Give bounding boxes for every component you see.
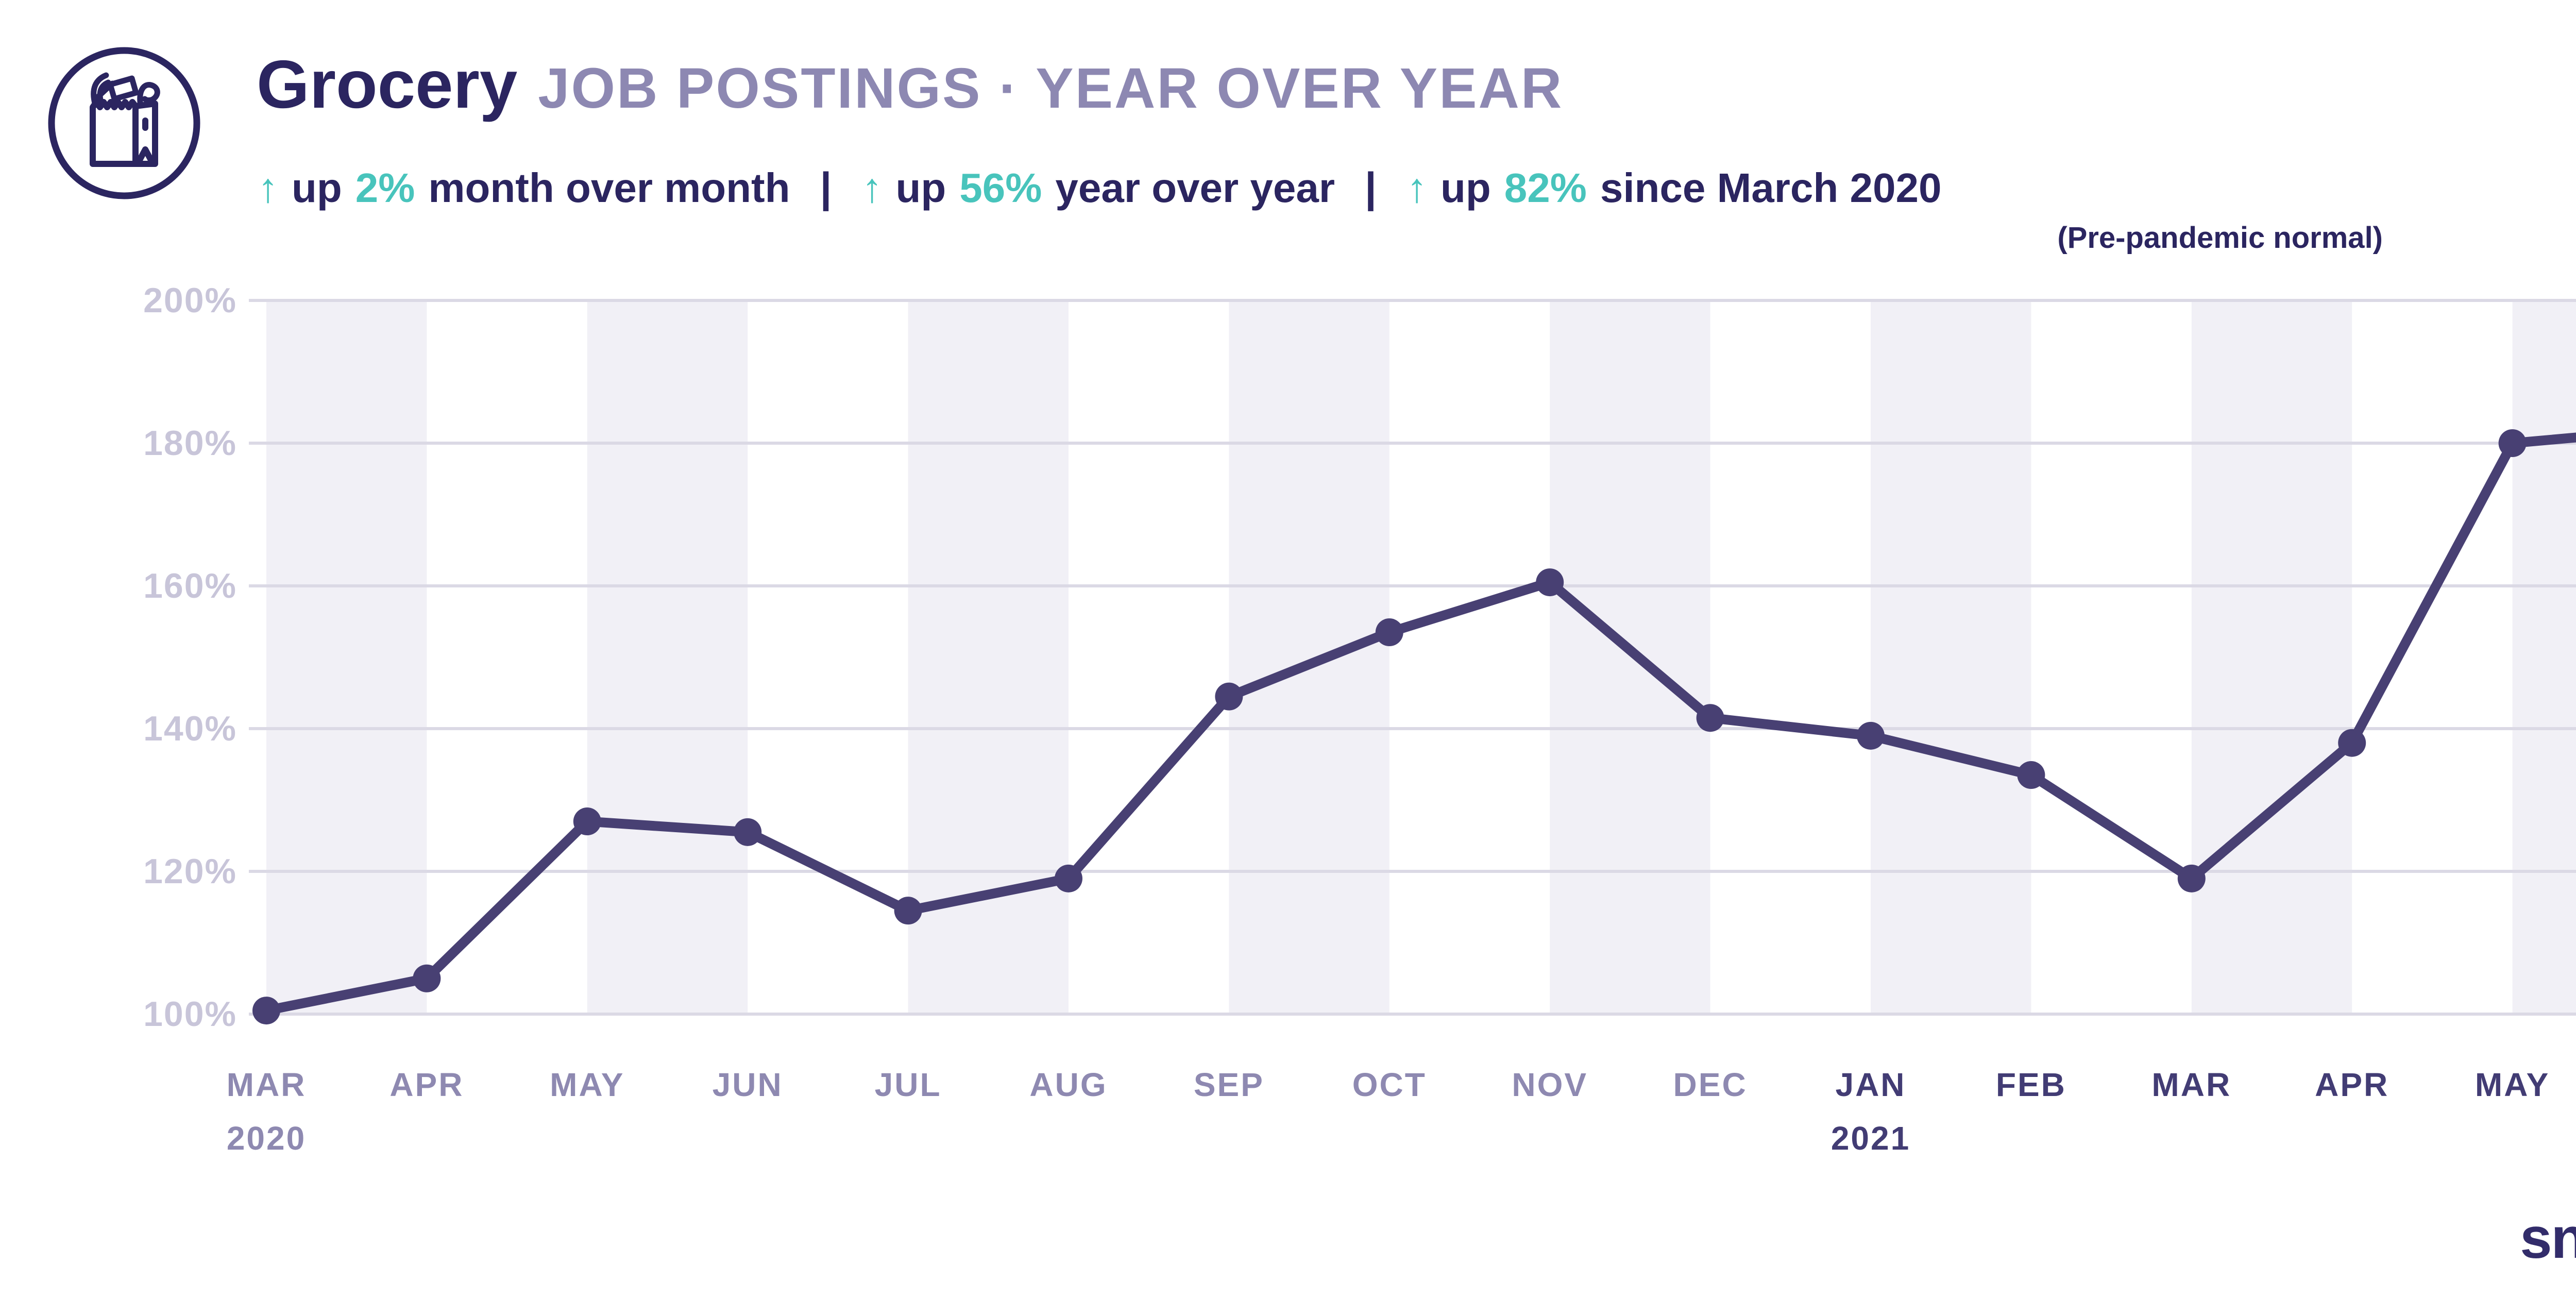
chart-point-JUN-125.5 xyxy=(734,818,762,846)
x-axis-month-label: MAY xyxy=(550,1066,625,1103)
background-band xyxy=(2512,300,2576,1014)
x-axis-month-label: SEP xyxy=(1193,1066,1264,1103)
x-axis-month-label: JUN xyxy=(712,1066,783,1103)
stat-prefix: up xyxy=(895,165,946,211)
page-title: Grocery JOB POSTINGS · YEAR OVER YEAR xyxy=(257,45,1563,123)
x-axis-month-label: NOV xyxy=(1512,1066,1588,1103)
stat-suffix: month over month xyxy=(428,165,790,211)
line-chart xyxy=(249,299,2576,1025)
heading-subtitle: JOB POSTINGS · YEAR OVER YEAR xyxy=(538,57,1564,120)
stat-year-over-year: ↑ up 56% year over year xyxy=(862,164,1335,212)
chart-point-DEC-141.5 xyxy=(1696,704,1724,732)
stat-suffix: year over year xyxy=(1055,165,1335,211)
up-arrow-icon: ↑ xyxy=(861,165,883,211)
up-arrow-icon: ↑ xyxy=(258,165,278,211)
chart-point-NOV-160.5 xyxy=(1536,568,1564,597)
pre-pandemic-note: (Pre-pandemic normal) xyxy=(2057,221,2383,255)
y-axis-tick-label: 100% xyxy=(143,995,237,1034)
stats-row: ↑ up 2% month over month | ↑ up 56% year… xyxy=(258,164,1941,212)
background-band xyxy=(2191,300,2352,1014)
chart-point-APR-105 xyxy=(413,964,441,992)
x-axis-month-label: JUL xyxy=(874,1066,942,1103)
x-axis-month-label: AUG xyxy=(1029,1066,1108,1103)
bag-contents xyxy=(91,72,160,108)
chart-point-APR-138 xyxy=(2338,729,2366,757)
x-axis-month-label: MAR xyxy=(226,1066,307,1103)
snagajob-logo: snagajob® xyxy=(2520,1205,2576,1271)
background-band xyxy=(1871,300,2031,1014)
stat-prefix: up xyxy=(292,165,342,211)
grocery-bag-icon xyxy=(44,43,204,203)
icon-circle xyxy=(48,47,200,199)
x-axis-month-label: MAY xyxy=(2475,1066,2550,1103)
chart-point-MAR-119 xyxy=(2177,864,2206,892)
chart-line xyxy=(261,432,2576,1016)
chart-point-MAY-127 xyxy=(573,807,601,836)
x-axis-year-label: 2021 xyxy=(1831,1120,1911,1157)
y-axis-tick-label: 140% xyxy=(143,709,237,748)
y-axis-tick-label: 200% xyxy=(143,281,237,320)
y-axis-tick-label: 160% xyxy=(143,566,237,605)
stat-value: 2% xyxy=(355,165,415,211)
grocery-bag-icon-svg xyxy=(48,47,200,199)
chart-point-MAR-100.5 xyxy=(252,997,280,1025)
x-axis-month-label: APR xyxy=(2315,1066,2389,1103)
y-axis-tick-label: 120% xyxy=(143,852,237,891)
background-band xyxy=(1550,300,1710,1014)
chart-point-JUL-114.5 xyxy=(894,897,922,925)
stat-suffix: since March 2020 xyxy=(1600,165,1942,211)
chart-point-AUG-119 xyxy=(1055,864,1082,892)
logo-text: snagajob xyxy=(2520,1206,2576,1270)
stat-value: 56% xyxy=(959,165,1042,211)
stat-separator: | xyxy=(1365,164,1377,211)
stat-month-over-month: ↑ up 2% month over month xyxy=(258,164,790,212)
stat-separator: | xyxy=(820,164,832,211)
stat-since-march-2020: ↑ up 82% since March 2020 xyxy=(1406,164,1941,212)
background-band xyxy=(266,300,427,1014)
x-axis-month-label: MAR xyxy=(2151,1066,2232,1103)
category-title: Grocery xyxy=(257,46,518,122)
x-axis-year-label: 2020 xyxy=(226,1120,307,1157)
x-axis-month-label: JAN xyxy=(1835,1066,1906,1103)
x-axis-month-label: OCT xyxy=(1352,1066,1427,1103)
background-band xyxy=(587,300,748,1014)
x-axis-month-label: DEC xyxy=(1673,1066,1748,1103)
chart-point-MAY-180 xyxy=(2498,429,2527,457)
chart-point-FEB-133.5 xyxy=(2017,761,2045,789)
background-band xyxy=(1229,300,1389,1014)
chart-point-SEP-144.5 xyxy=(1215,682,1243,711)
stat-value: 82% xyxy=(1504,165,1587,211)
up-arrow-icon: ↑ xyxy=(1406,165,1427,211)
x-axis-month-label: FEB xyxy=(1995,1066,2066,1103)
x-axis-month-label: APR xyxy=(389,1066,464,1103)
chart-point-OCT-153.5 xyxy=(1375,618,1403,647)
y-axis-tick-label: 180% xyxy=(143,424,237,463)
paper-bag xyxy=(90,99,158,167)
chart-point-JAN-139 xyxy=(1857,721,1885,750)
stat-prefix: up xyxy=(1440,165,1491,211)
